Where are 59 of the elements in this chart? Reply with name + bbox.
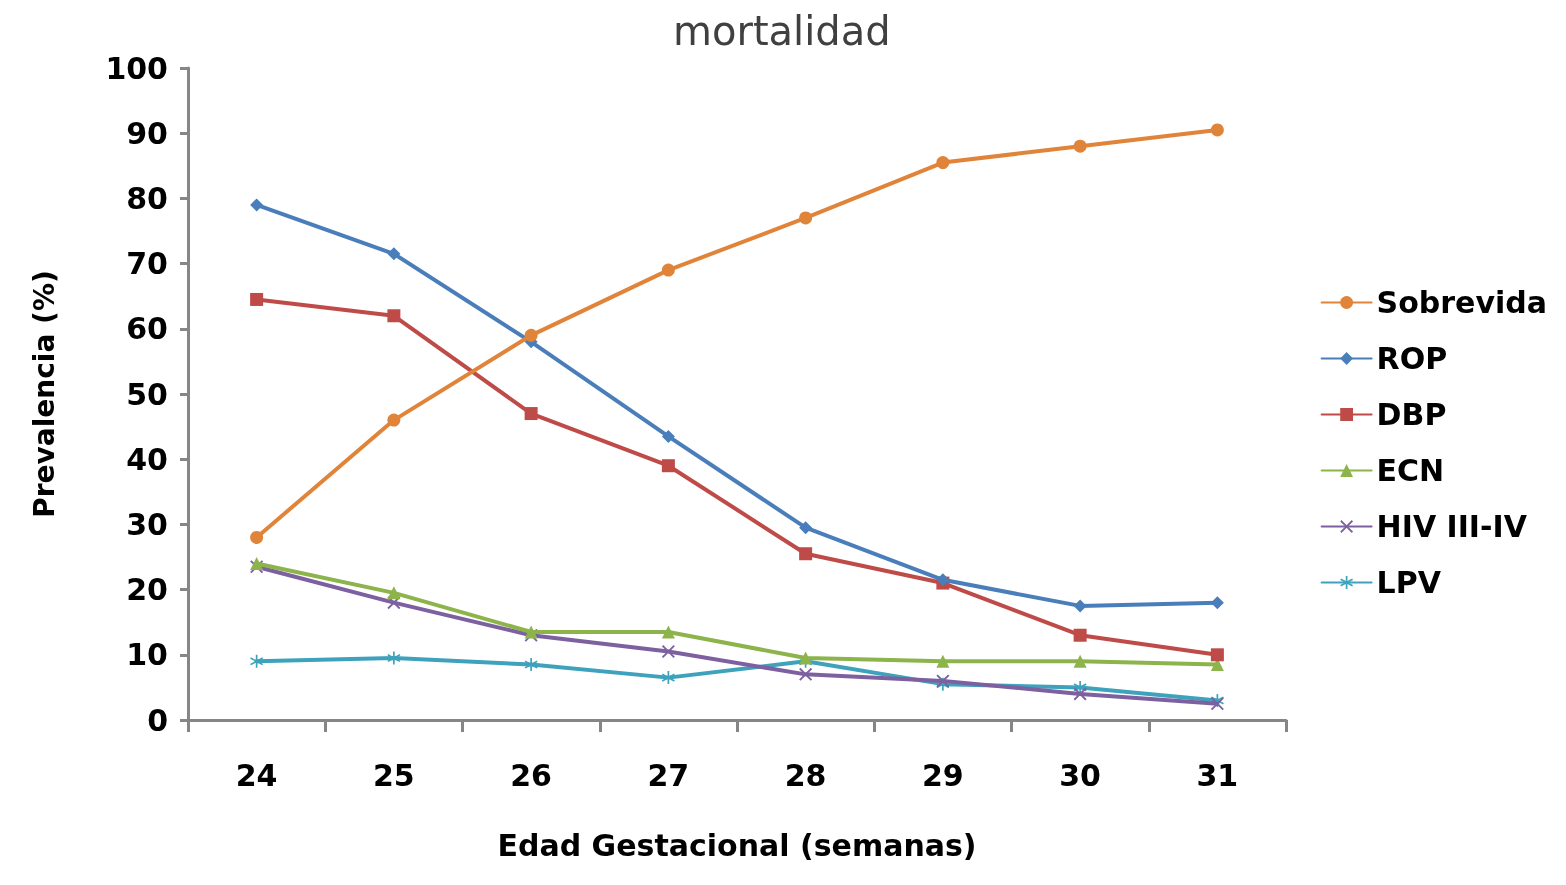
point (524, 328, 538, 342)
point (661, 429, 675, 443)
y-tick-label: 20 (126, 572, 168, 608)
point (936, 654, 950, 668)
point (387, 651, 401, 665)
legend-label: LPV (1376, 565, 1442, 600)
point (799, 667, 813, 681)
point (1073, 599, 1087, 613)
x-tick-label: 26 (510, 757, 552, 793)
y-axis-title: Prevalencia (%) (27, 270, 61, 518)
point (1073, 687, 1087, 701)
y-tick-label: 50 (126, 376, 168, 412)
point (661, 625, 675, 639)
y-tick-label: 80 (126, 180, 168, 216)
legend-label: Sobrevida (1376, 285, 1547, 320)
x-tick-label: 29 (922, 757, 964, 793)
point (250, 292, 264, 306)
point (250, 198, 264, 212)
point (387, 413, 401, 427)
point (799, 211, 813, 225)
legend-label: ROP (1376, 341, 1448, 376)
point (524, 407, 538, 421)
x-tick-label: 24 (235, 757, 278, 793)
point (799, 547, 813, 561)
point (250, 530, 264, 544)
point (1210, 697, 1224, 711)
y-tick-label: 70 (126, 246, 168, 282)
point (387, 247, 401, 261)
point (1073, 628, 1087, 642)
y-tick-label: 0 (147, 702, 168, 738)
point (799, 521, 813, 535)
point (1210, 648, 1224, 662)
x-tick-label: 31 (1196, 757, 1239, 793)
x-axis-title: Edad Gestacional (semanas) (497, 827, 977, 863)
x-tick-label: 30 (1059, 757, 1101, 793)
chart-title: mortalidad (673, 8, 891, 54)
point (1073, 139, 1087, 153)
y-tick-label: 60 (126, 311, 168, 347)
point (387, 309, 401, 323)
point (524, 658, 538, 672)
point (661, 263, 675, 277)
point (661, 645, 675, 659)
x-tick-label: 27 (647, 757, 690, 793)
y-tick-label: 100 (105, 50, 168, 86)
x-tick-label: 25 (373, 757, 415, 793)
point (1210, 596, 1224, 610)
legend-label: HIV III-IV (1376, 509, 1528, 544)
y-tick-label: 90 (126, 115, 168, 151)
legend-label: DBP (1376, 397, 1447, 432)
point (936, 156, 950, 170)
legend-label: ECN (1376, 453, 1445, 488)
point (1210, 123, 1224, 137)
point (661, 459, 675, 473)
y-tick-label: 40 (126, 441, 168, 477)
point (387, 586, 401, 600)
y-tick-label: 30 (126, 506, 168, 542)
x-tick-label: 28 (784, 757, 827, 793)
y-tick-label: 10 (126, 637, 168, 673)
point (1073, 654, 1087, 668)
